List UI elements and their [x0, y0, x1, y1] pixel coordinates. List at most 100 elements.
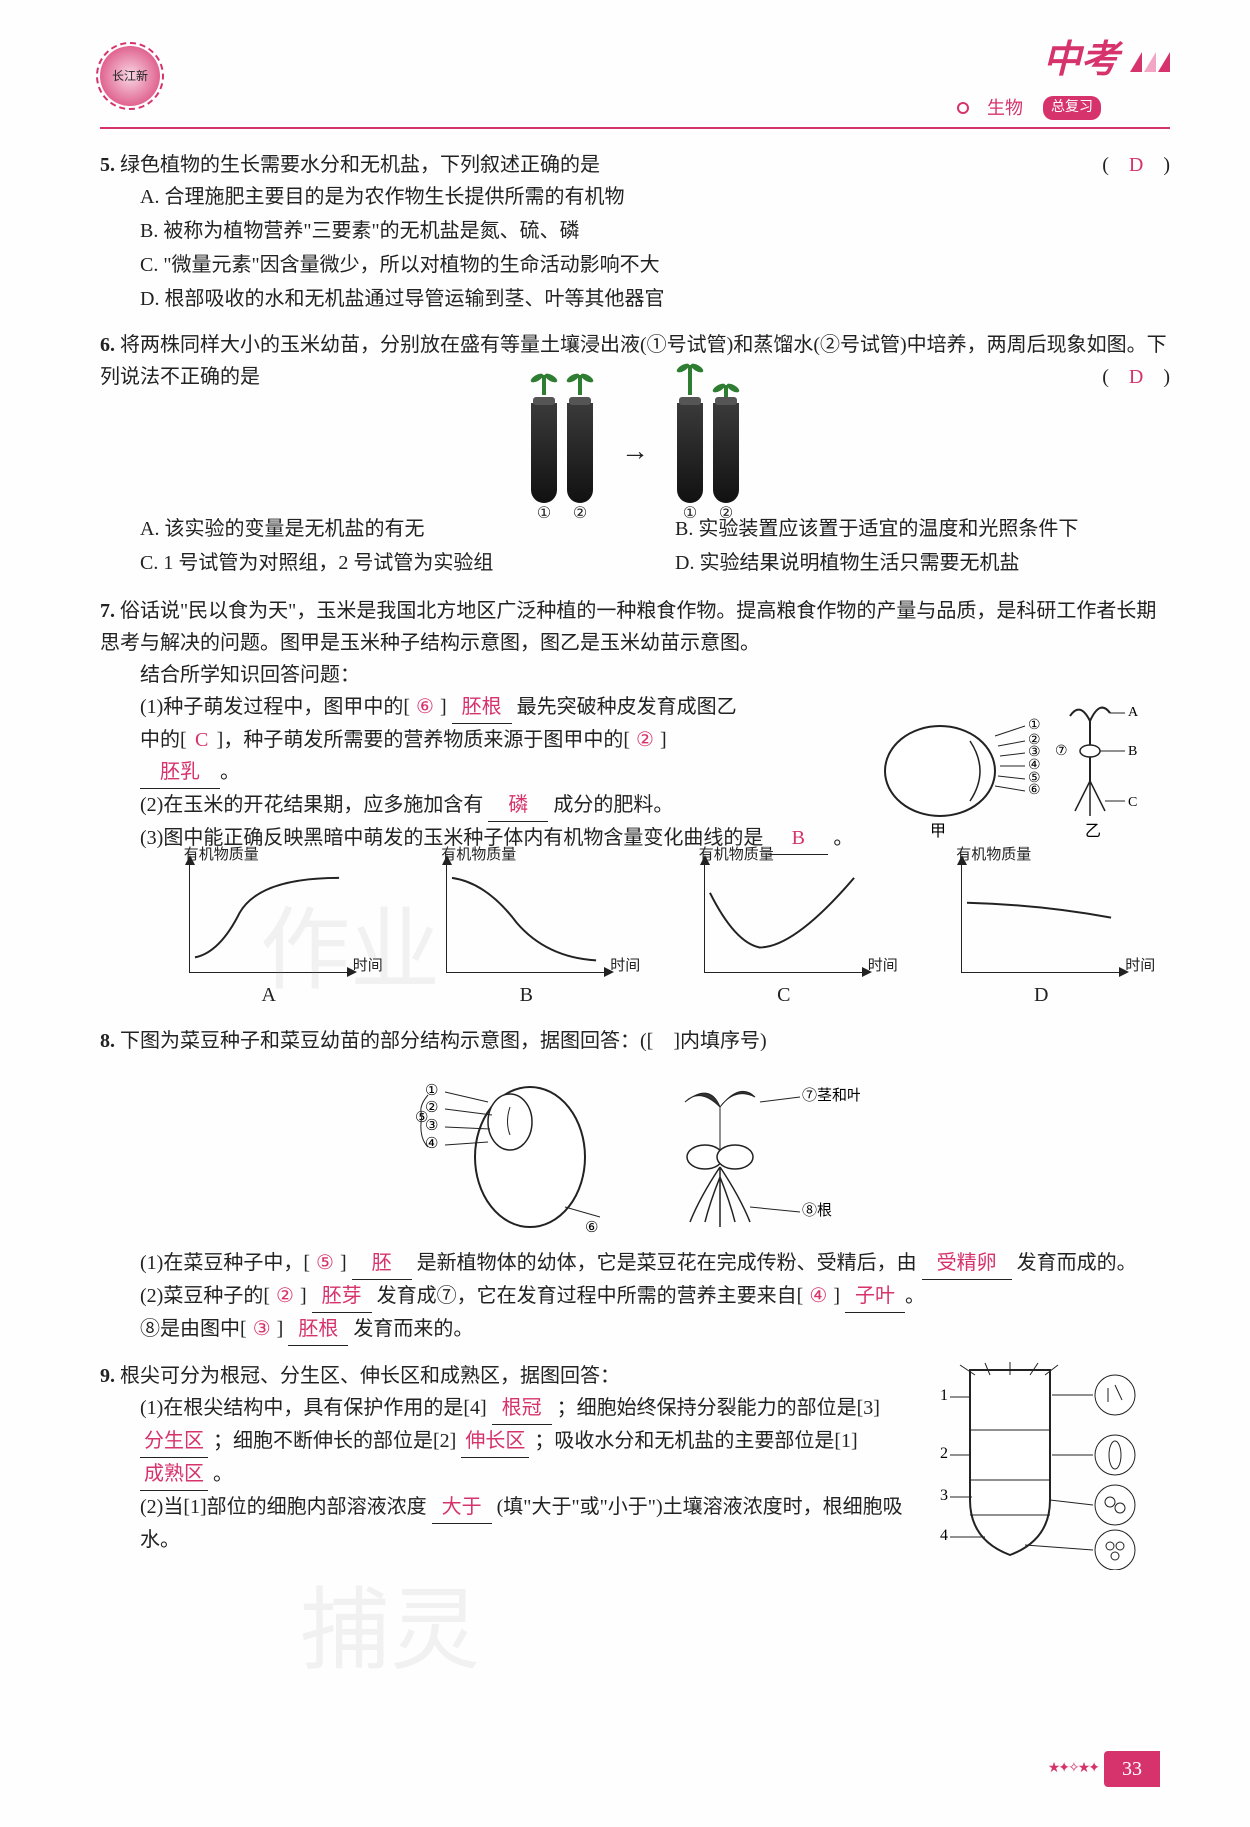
question-9: 9. 根尖可分为根冠、分生区、伸长区和成熟区，据图回答： 1 2 3 4	[100, 1360, 1170, 1580]
q6-figure: ① ② → ① ②	[100, 403, 1170, 503]
q9-p1c: ；细胞不断伸长的部位是[2]	[213, 1430, 456, 1452]
triangle-decor	[1130, 52, 1170, 72]
q7-p3b: 。	[833, 827, 853, 849]
q8-number: 8.	[100, 1030, 115, 1052]
q7-blank-1: ⑥	[410, 691, 440, 723]
question-7: 7. 俗话说"民以食为天"，玉米是我国北方地区广泛种植的一种粮食作物。提高粮食作…	[100, 595, 1170, 1011]
q8-p2-blank3: ④	[803, 1280, 833, 1312]
svg-text:2: 2	[940, 1445, 948, 1462]
q7-p3-blank1: B	[768, 822, 828, 855]
q7-p1b: ]	[440, 696, 447, 718]
svg-text:⑥: ⑥	[585, 1220, 598, 1236]
q7-p1d: 中的[	[140, 729, 187, 751]
q7-blank-2: 胚根	[452, 691, 512, 724]
logo-text: 长江新	[112, 67, 148, 86]
q8-p1b: ]	[340, 1252, 347, 1274]
page-header: 长江新 生物 中考 总复习	[100, 30, 1170, 129]
fig-label-jia: 甲	[930, 823, 946, 840]
q7-blank-3: C	[187, 724, 217, 756]
q7-body: 结合所学知识回答问题： ① ② ③ ④ ⑤ ⑥ 甲	[100, 659, 1170, 1011]
q9-p1-blank2: 分生区	[140, 1425, 208, 1458]
q6-opt-d: D. 实验结果说明植物生活只需要无机盐	[675, 547, 1170, 579]
q8-blank-3: 受精卵	[922, 1247, 1012, 1280]
q5-stem: 绿色植物的生长需要水分和无机盐，下列叙述正确的是	[120, 154, 600, 176]
svg-text:⑦: ⑦	[1055, 744, 1068, 759]
q8-p2f: ⑧是由图中[	[140, 1318, 247, 1340]
q7-p2-blank1: 磷	[488, 789, 548, 822]
page-footer: ★✦✧★✦ 33	[1048, 1751, 1160, 1787]
question-6: 6. 将两株同样大小的玉米幼苗，分别放在盛有等量土壤浸出液(①号试管)和蒸馏水(…	[100, 329, 1170, 581]
header-right: 生物 中考 总复习	[957, 30, 1170, 123]
q8-part2: (2)菜豆种子的[②] 胚芽 发育成⑦，它在发育过程中所需的营养主要来自[④] …	[140, 1280, 1170, 1346]
svg-text:A: A	[1128, 705, 1139, 720]
q9-p2a: (2)当[1]部位的细胞内部溶液浓度	[140, 1496, 427, 1518]
q7-p1c: 最先突破种皮发育成图乙	[517, 696, 737, 718]
arrow-icon: →	[621, 430, 649, 475]
q7-p1f: ]	[660, 729, 667, 751]
question-8: 8. 下图为菜豆种子和菜豆幼苗的部分结构示意图，据图回答：([ ]内填序号) ①…	[100, 1025, 1170, 1346]
q9-stem: 根尖可分为根冠、分生区、伸长区和成熟区，据图回答：	[120, 1365, 620, 1387]
q5-options: A. 合理施肥主要目的是为农作物生长提供所需的有机物 B. 被称为植物营养"三要…	[100, 181, 1170, 315]
q7-p1a: (1)种子萌发过程中，图甲中的[	[140, 696, 410, 718]
root-tip-icon: 1 2 3 4	[930, 1360, 1160, 1570]
q9-number: 9.	[100, 1365, 115, 1387]
svg-text:⑧根: ⑧根	[802, 1202, 832, 1219]
q6-stem: 将两株同样大小的玉米幼苗，分别放在盛有等量土壤浸出液(①号试管)和蒸馏水(②号试…	[100, 334, 1167, 388]
chart-a: 有机物质量 时间 A	[169, 863, 369, 1011]
chart-d-label: D	[941, 979, 1141, 1011]
q8-p2-blank2: 胚芽	[312, 1280, 372, 1313]
chart-c-label: C	[684, 979, 884, 1011]
q9-p1-blank4: 成熟区	[140, 1458, 208, 1491]
chart-c: 有机物质量 时间 C	[684, 863, 884, 1011]
q7-p2a: (2)在玉米的开花结果期，应多施加含有	[140, 794, 483, 816]
q8-p2d: ]	[833, 1285, 840, 1307]
q8-p2-blank5: ③	[247, 1313, 277, 1345]
q5-number: 5.	[100, 154, 115, 176]
q8-p2-blank4: 子叶	[845, 1280, 905, 1313]
tube-lbl-1: ①	[537, 501, 551, 527]
q6-answer-paren: ( D )	[1102, 361, 1170, 393]
watermark-2: 捕灵	[300, 1560, 480, 1704]
q9-p1-blank1: 根冠	[492, 1392, 552, 1425]
tube-lbl-3: ①	[683, 501, 697, 527]
q7-figure: ① ② ③ ④ ⑤ ⑥ 甲 ⑦ A B C 乙	[870, 691, 1170, 841]
q9-p1-blank3: 伸长区	[461, 1425, 529, 1458]
q7-stem1: 俗话说"民以食为天"，玉米是我国北方地区广泛种植的一种粮食作物。提高粮食作物的产…	[100, 600, 1156, 654]
question-5: 5. 绿色植物的生长需要水分和无机盐，下列叙述正确的是 ( D ) A. 合理施…	[100, 149, 1170, 315]
q8-p2-blank1: ②	[270, 1280, 300, 1312]
tube-lbl-4: ②	[719, 501, 733, 527]
tube-lbl-2: ②	[573, 501, 587, 527]
bean-seedling-icon: ⑦茎和叶 ⑧根	[640, 1067, 860, 1237]
tube-2-after: ②	[713, 403, 739, 503]
corn-seed-icon: ① ② ③ ④ ⑤ ⑥ 甲	[870, 691, 1040, 841]
tube-2-before: ②	[567, 403, 593, 503]
chart-a-label: A	[169, 979, 369, 1011]
tube-1-after: ①	[677, 403, 703, 503]
q8-blank-2: 胚	[352, 1247, 412, 1280]
q5-opt-c: C. "微量元素"因含量微少，所以对植物的生命活动影响不大	[140, 249, 1170, 281]
q8-p2a: (2)菜豆种子的[	[140, 1285, 270, 1307]
q8-figure: ① ② ③ ④ ⑤ ⑥ ⑦茎和叶 ⑧根	[100, 1067, 1170, 1237]
q8-parts: (1)在菜豆种子中，[⑤] 胚 是新植物体的幼体，它是菜豆花在完成传粉、受精后，…	[100, 1247, 1170, 1346]
q8-part1: (1)在菜豆种子中，[⑤] 胚 是新植物体的幼体，它是菜豆花在完成传粉、受精后，…	[140, 1247, 1170, 1280]
q7-blank-5: 胚乳	[140, 756, 220, 789]
q8-p1d: 发育而成的。	[1017, 1252, 1137, 1274]
q8-stem: 下图为菜豆种子和菜豆幼苗的部分结构示意图，据图回答：([ ]内填序号)	[120, 1030, 767, 1052]
subject-label: 生物	[957, 94, 1023, 123]
q5-opt-a: A. 合理施肥主要目的是为农作物生长提供所需的有机物	[140, 181, 1170, 213]
q8-p1a: (1)在菜豆种子中，[	[140, 1252, 310, 1274]
q9-p1e: 。	[213, 1463, 233, 1485]
q7-blank-4: ②	[630, 724, 660, 756]
chart-b: 有机物质量 时间 B	[426, 863, 626, 1011]
q9-p1a: (1)在根尖结构中，具有保护作用的是[4]	[140, 1397, 487, 1419]
exam-block: 中考 总复习	[1043, 30, 1170, 123]
q8-p2c: 发育成⑦，它在发育过程中所需的营养主要来自[	[377, 1285, 804, 1307]
exam-subtitle: 总复习	[1043, 96, 1101, 120]
q8-p1c: 是新植物体的幼体，它是菜豆花在完成传粉、受精后，由	[417, 1252, 917, 1274]
q7-p1g: 。	[220, 761, 240, 783]
q5-opt-b: B. 被称为植物营养"三要素"的无机盐是氮、硫、磷	[140, 215, 1170, 247]
star-decor-icon: ★✦✧★✦	[1048, 1758, 1098, 1780]
q7-number: 7.	[100, 600, 115, 622]
q8-p2-blank6: 胚根	[288, 1313, 348, 1346]
svg-text:1: 1	[940, 1387, 948, 1404]
